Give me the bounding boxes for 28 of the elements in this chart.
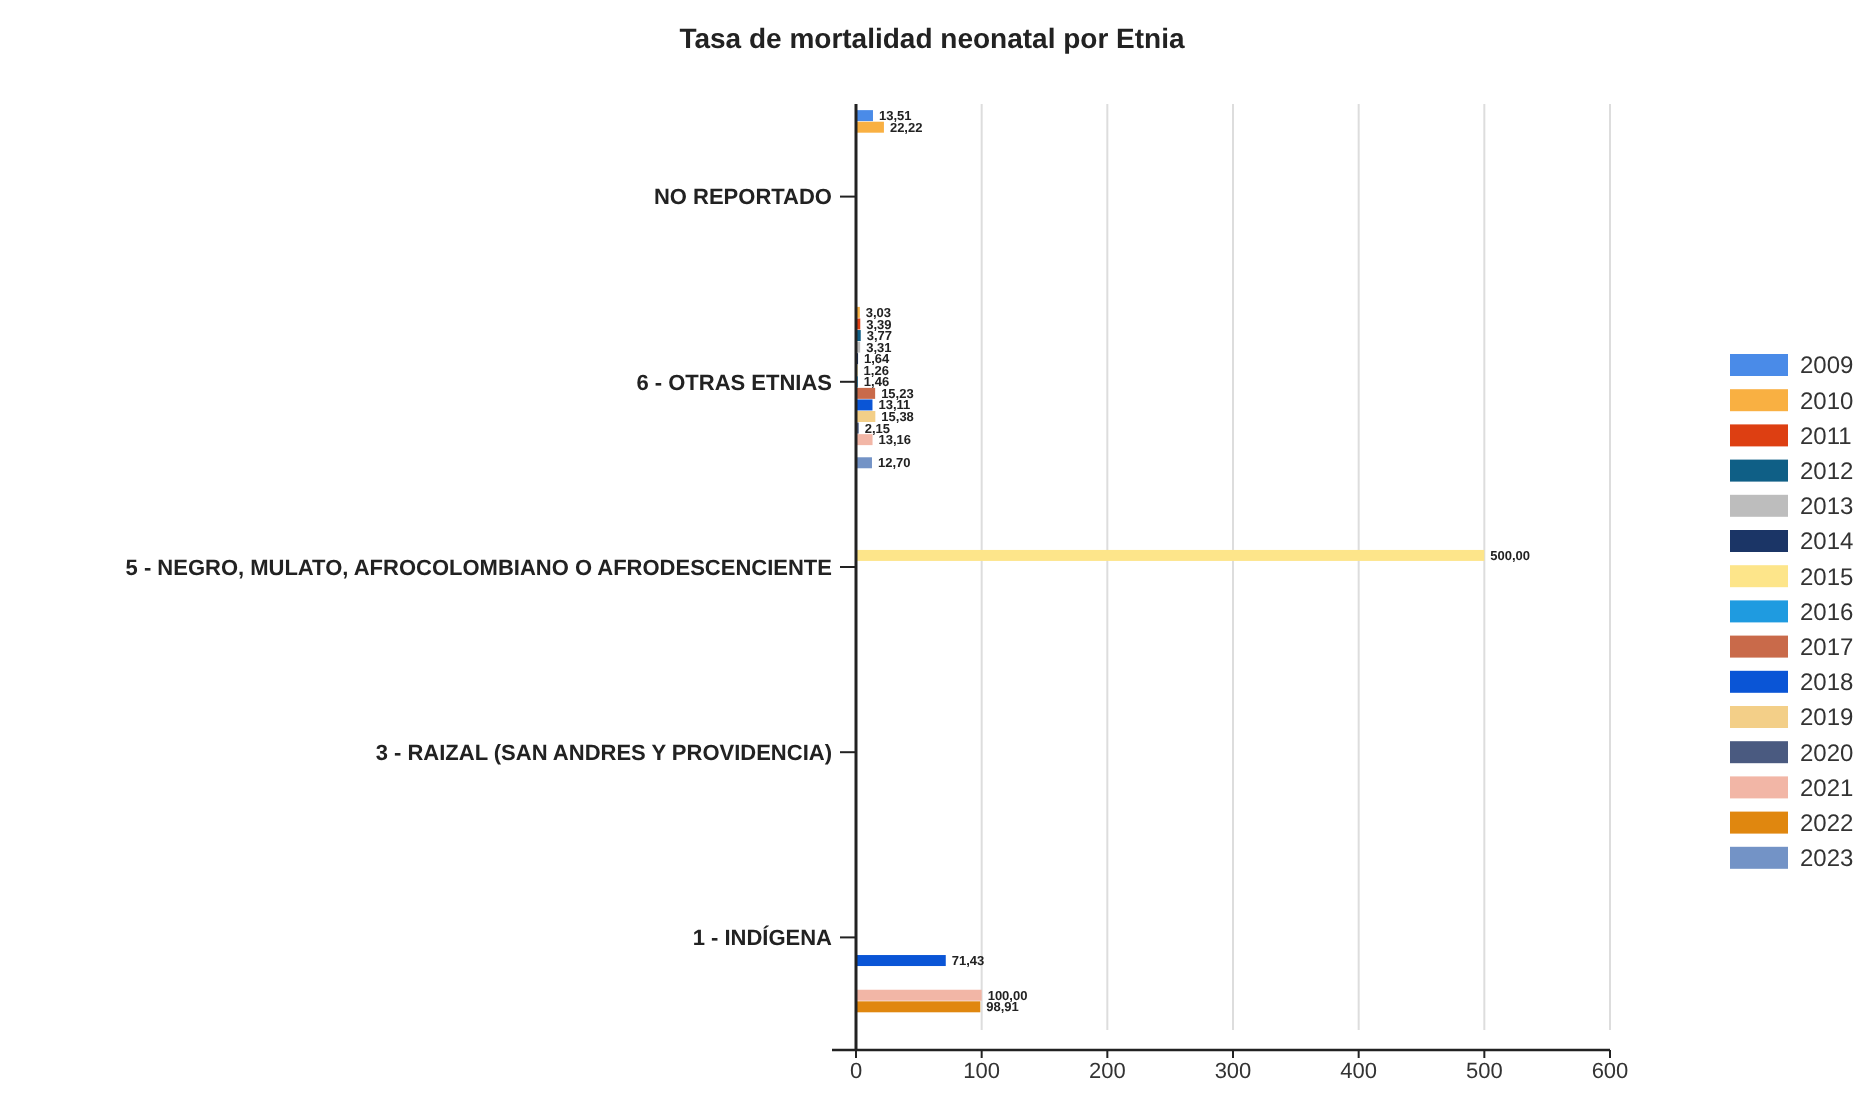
x-tick-label: 300 — [1214, 1060, 1252, 1084]
y-tick-label: 6 - OTRAS ETNIAS — [636, 371, 832, 396]
legend-label: 2012 — [1800, 457, 1855, 485]
legend-label: 2020 — [1800, 738, 1855, 767]
x-tick-label: 0 — [849, 1060, 863, 1084]
x-tick-label: 400 — [1340, 1060, 1378, 1084]
x-tick-label: 200 — [1088, 1060, 1126, 1084]
y-tick-label: NO REPORTADO — [653, 186, 833, 211]
x-tick-label: 100 — [963, 1060, 1001, 1084]
legend-label: 2014 — [1800, 527, 1855, 556]
legend-label: 2018 — [1800, 668, 1855, 697]
legend-label: 2021 — [1800, 773, 1855, 802]
legend-label: 2022 — [1800, 809, 1855, 837]
legend-label: 2019 — [1800, 703, 1855, 732]
x-tick-label: 600 — [1591, 1060, 1629, 1084]
y-tick-label: 3 - RAIZAL (SAN ANDRES Y PROVIDENCIA) — [375, 741, 833, 766]
x-tick-label: 500 — [1465, 1060, 1503, 1084]
legend-label: 2015 — [1800, 562, 1855, 591]
legend-label: 2009 — [1800, 351, 1855, 380]
y-tick-label: 5 - NEGRO, MULATO, AFROCOLOMBIANO O AFRODESCENCIENTE — [125, 556, 832, 581]
legend-label: 2010 — [1800, 386, 1855, 415]
y-tick-label: 1 - INDÍGENA — [692, 925, 833, 952]
legend-label: 2016 — [1800, 597, 1855, 626]
legend-label: 2011 — [1800, 421, 1853, 450]
legend-label: 2023 — [1800, 844, 1855, 873]
legend-label: 2013 — [1800, 492, 1855, 521]
chart-title: Tasa de mortalidad neonatal por Etnia — [679, 22, 1185, 54]
legend-label: 2017 — [1800, 633, 1855, 661]
